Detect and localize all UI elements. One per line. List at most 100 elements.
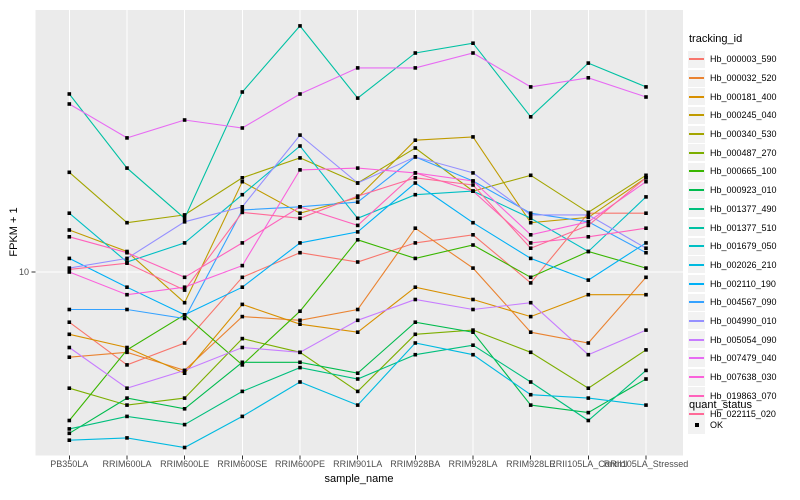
data-point-marker <box>471 352 475 357</box>
data-point-marker <box>528 275 533 280</box>
data-point-marker <box>586 235 591 239</box>
data-point-marker <box>298 350 302 355</box>
legend-item: Hb_000923_010 <box>688 181 800 200</box>
data-point-marker <box>182 288 187 292</box>
data-point-marker <box>528 350 533 355</box>
legend-title: tracking_id <box>689 33 743 45</box>
data-point-marker <box>644 275 648 280</box>
data-point-marker <box>355 238 360 242</box>
data-point-marker <box>355 260 360 264</box>
data-point-marker <box>586 223 591 228</box>
legend2-title: quant_status <box>689 399 752 411</box>
data-point-marker <box>471 41 475 45</box>
data-point-marker <box>298 250 302 255</box>
data-point-marker <box>586 215 591 220</box>
data-point-marker <box>644 211 648 215</box>
line-key <box>688 88 705 106</box>
data-point-marker <box>528 115 533 119</box>
data-point-marker <box>471 189 475 193</box>
legend-item-label: Hb_000181_400 <box>710 91 777 102</box>
legend-item: Hb_005054_090 <box>688 330 800 349</box>
data-point-marker <box>67 438 72 442</box>
legend-item-label: Hb_002026_210 <box>710 259 777 270</box>
legend-item-label: Hb_005054_090 <box>710 334 777 345</box>
data-point-marker <box>586 396 591 400</box>
legend-item-label: OK <box>710 420 724 431</box>
legend-quant-status: quant_status OK <box>688 399 800 435</box>
line-swatch-icon <box>689 376 704 379</box>
data-point-marker <box>528 216 533 221</box>
data-point-marker <box>125 250 129 255</box>
data-point-marker <box>644 179 648 184</box>
line-swatch-icon <box>689 357 704 360</box>
data-point-marker <box>413 155 418 159</box>
data-point-marker <box>125 386 129 390</box>
line-key <box>688 144 705 162</box>
legend-item-label: Hb_000032_520 <box>710 73 777 84</box>
data-point-marker <box>67 418 72 423</box>
data-point-marker <box>67 170 72 175</box>
data-point-marker <box>67 355 72 359</box>
legend-item: Hb_000181_400 <box>688 87 800 106</box>
data-point-marker <box>125 285 129 289</box>
data-point-marker <box>413 138 418 142</box>
data-point-marker <box>413 241 418 245</box>
line-swatch-icon <box>689 95 704 98</box>
legend-item-ok: OK <box>688 416 800 435</box>
axis-ticks <box>31 271 647 460</box>
data-point-marker <box>298 24 302 28</box>
data-point-marker <box>528 392 533 397</box>
data-point-marker <box>298 309 302 313</box>
data-point-marker <box>355 223 360 228</box>
data-point-marker <box>67 256 72 261</box>
data-point-marker <box>67 431 72 436</box>
data-point-marker <box>240 414 245 419</box>
line-swatch-icon <box>689 338 704 341</box>
data-point-marker <box>471 183 475 187</box>
data-point-marker <box>125 307 129 312</box>
data-point-marker <box>355 371 360 375</box>
legend-item: Hb_001377_510 <box>688 218 800 237</box>
data-point-marker <box>298 156 302 160</box>
data-point-marker <box>67 102 72 106</box>
data-point-marker <box>413 66 418 70</box>
line-swatch-icon <box>689 77 704 80</box>
data-point-marker <box>67 211 72 215</box>
data-point-marker <box>471 135 475 139</box>
data-point-marker <box>586 292 591 297</box>
data-point-marker <box>471 307 475 312</box>
line-swatch-icon <box>689 263 704 266</box>
data-point-marker <box>355 216 360 221</box>
gridlines <box>35 10 683 456</box>
data-point-marker <box>644 173 648 178</box>
legend-tracking-id: tracking_id Hb_000003_590 Hb_000032_520 Hb… <box>688 33 800 424</box>
data-point-marker <box>182 371 187 375</box>
data-point-marker <box>413 171 418 175</box>
data-point-marker <box>182 241 187 245</box>
data-point-marker <box>240 314 245 319</box>
legend-item-label: Hb_000923_010 <box>710 185 777 196</box>
line-key <box>688 69 705 87</box>
line-key <box>688 331 705 349</box>
data-point-marker <box>413 320 418 324</box>
data-point-marker <box>125 136 129 140</box>
data-point-marker <box>586 213 591 217</box>
y-tick-label: 10 <box>18 267 29 277</box>
data-point-marker <box>240 176 245 180</box>
x-tick-label: RRIM600SE <box>217 459 267 469</box>
data-point-marker <box>355 181 360 185</box>
data-point-marker <box>182 368 187 373</box>
x-tick-labels: PB350LA RRIM600LA RRIM600LE RRIM600SE RRIM60… <box>50 459 688 469</box>
line-swatch-icon <box>689 189 704 192</box>
legend-item-label: Hb_007479_040 <box>710 353 777 364</box>
legend2-items: OK <box>688 416 800 435</box>
legend-item-label: Hb_007638_030 <box>710 372 777 383</box>
data-point-marker <box>240 241 245 245</box>
data-point-marker <box>413 297 418 302</box>
data-point-marker <box>471 179 475 183</box>
line-key <box>688 256 705 274</box>
data-point-marker <box>182 216 187 221</box>
data-point-marker <box>182 341 187 345</box>
data-point-marker <box>586 341 591 345</box>
